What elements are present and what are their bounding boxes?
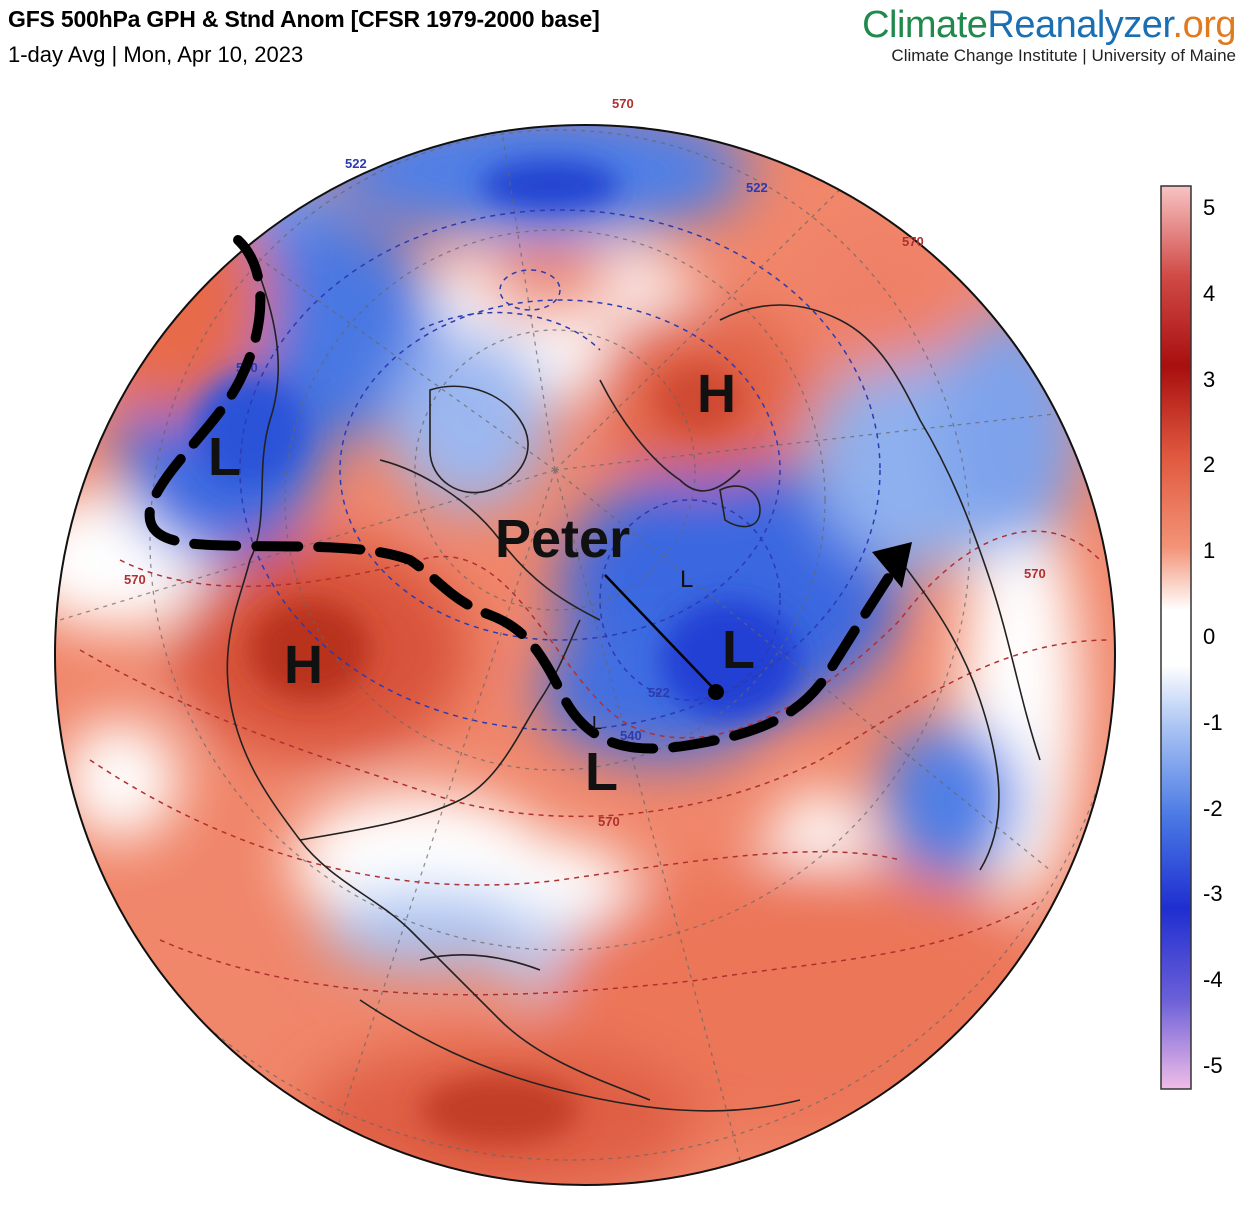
contour-label: 570 xyxy=(902,234,924,249)
pressure-label-low: L xyxy=(680,566,693,593)
pressure-label-low: L xyxy=(585,742,618,802)
pressure-label-low: L xyxy=(208,427,241,487)
pressure-label-low: L xyxy=(722,620,755,680)
height-contours xyxy=(79,209,1111,996)
map-title: GFS 500hPa GPH & Stnd Anom [CFSR 1979-20… xyxy=(8,6,600,32)
contour-label: 522 xyxy=(648,685,670,700)
storm-track-line xyxy=(604,574,716,691)
pressure-label-high: H xyxy=(284,635,323,695)
colorbar xyxy=(1160,185,1192,1090)
colorbar-tick-label: 5 xyxy=(1203,195,1216,220)
coastlines xyxy=(226,249,1041,1112)
colorbar-tick-label: 2 xyxy=(1203,452,1216,478)
pressure-labels: H L H L L L L Peter xyxy=(208,364,755,802)
contour-label: 570 xyxy=(1024,566,1046,581)
brand-logo[interactable]: ClimateReanalyzer.org Climate Change Ins… xyxy=(862,2,1236,66)
map-subtitle: 1-day Avg | Mon, Apr 10, 2023 xyxy=(8,42,304,67)
brand-name-part1: Climate xyxy=(862,4,988,46)
jet-arrow-icon xyxy=(872,542,912,588)
contour-label: 540 xyxy=(620,728,642,743)
colorbar-tick-label: 3 xyxy=(1203,366,1216,392)
jet-stream-path xyxy=(144,235,905,754)
colorbar-tick-label: 1 xyxy=(1203,538,1216,564)
colorbar-tick-label: -1 xyxy=(1203,709,1223,735)
graticule xyxy=(55,125,1115,1161)
colorbar-tick-label: -2 xyxy=(1203,795,1223,821)
brand-name-part3: .org xyxy=(1172,4,1237,46)
brand-tagline: Climate Change Institute | University of… xyxy=(891,46,1236,65)
colorbar-tick-label: -3 xyxy=(1203,881,1223,907)
brand-name-part2: Reanalyzer xyxy=(987,4,1173,46)
contour-label: 570 xyxy=(598,814,620,829)
anomaly-field xyxy=(55,125,1115,1185)
storm-name-label: Peter xyxy=(495,509,630,569)
brand-name: ClimateReanalyzer.org xyxy=(862,2,1236,48)
contour-labels: 522 570 540 522 570 570 522 540 570 570 xyxy=(124,96,1046,829)
colorbar-tick-label: 0 xyxy=(1203,624,1216,649)
pressure-label-low: L xyxy=(592,713,602,733)
storm-center-dot xyxy=(708,684,724,700)
colorbar-tick-label: -5 xyxy=(1203,1053,1223,1078)
pressure-label-high: H xyxy=(697,364,736,424)
contour-label: 522 xyxy=(746,180,768,195)
colorbar-tick-label: 4 xyxy=(1203,280,1216,306)
contour-label: 522 xyxy=(345,156,367,171)
globe-outline xyxy=(54,124,1116,1186)
hemisphere-map[interactable]: 522 570 540 522 570 570 522 540 570 570 … xyxy=(0,80,1150,1210)
contour-label: 570 xyxy=(612,96,634,111)
contour-label: 570 xyxy=(124,572,146,587)
colorbar-tick-label: -4 xyxy=(1203,967,1223,993)
